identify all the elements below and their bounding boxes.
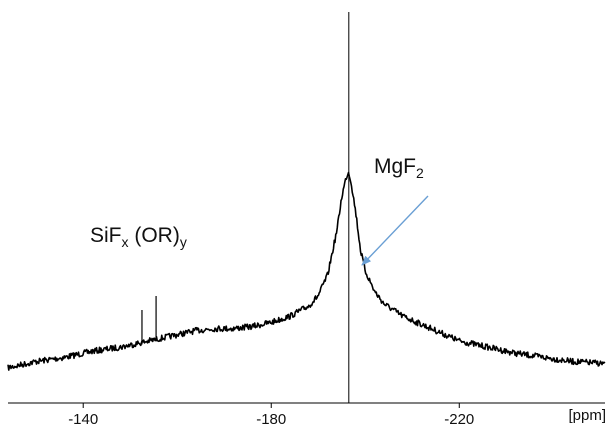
sif-annotation-main: SiF xyxy=(90,224,122,247)
mgf2-annotation: MgF2 xyxy=(374,155,424,181)
mgf2-annotation-sub: 2 xyxy=(416,165,424,182)
x-axis-unit-label: [ppm] xyxy=(568,407,606,424)
sharp-lines-group xyxy=(141,296,157,345)
sif-annotation-sub-x: x xyxy=(121,234,129,251)
x-tick-label: -220 xyxy=(444,411,474,428)
sif-annotation-sub-y: y xyxy=(179,234,187,251)
spectrum-trace xyxy=(7,171,606,371)
x-tick-label: -180 xyxy=(256,411,286,428)
sif-annotation: SiFx (OR)y xyxy=(90,224,187,250)
mgf2-annotation-main: MgF xyxy=(374,155,416,178)
sif-annotation-mid: (OR) xyxy=(128,224,180,247)
x-axis-ticks: -140 -180 -220 xyxy=(68,403,474,428)
x-tick-label: -140 xyxy=(68,411,98,428)
mgf2-arrow xyxy=(361,195,429,266)
